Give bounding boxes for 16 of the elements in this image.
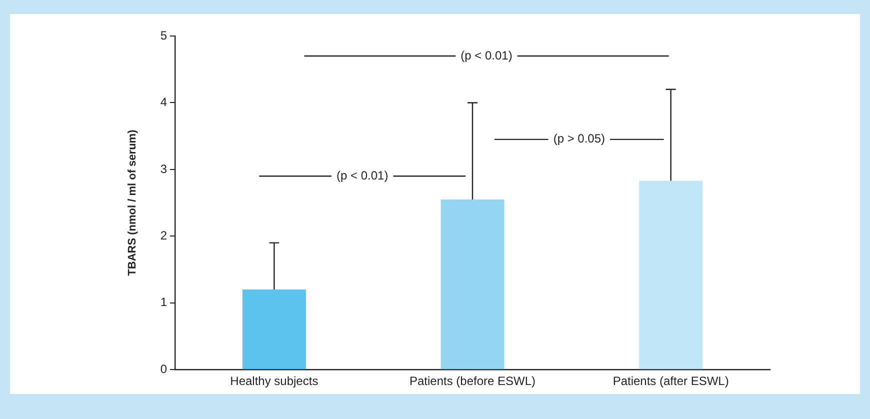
y-tick-label: 5 — [160, 28, 168, 42]
x-tick-label: Patients (after ESWL) — [612, 374, 729, 388]
y-tick-label: 3 — [160, 162, 168, 176]
x-tick-label: Patients (before ESWL) — [409, 374, 536, 388]
x-tick-label: Healthy subjects — [230, 374, 318, 388]
annotation: (p > 0.05) — [553, 132, 606, 146]
y-axis-title: TBARS (nmol / ml of serum) — [126, 129, 139, 276]
bar — [242, 290, 306, 370]
bar — [639, 180, 703, 370]
bar — [440, 199, 504, 370]
y-tick-label: 4 — [160, 95, 168, 110]
y-tick-label: 1 — [160, 295, 168, 310]
y-tick-label: 2 — [160, 228, 168, 242]
annotation: (p < 0.01) — [460, 48, 512, 62]
y-tick-label: 0 — [160, 362, 168, 376]
annotation: (p < 0.01) — [336, 168, 388, 182]
